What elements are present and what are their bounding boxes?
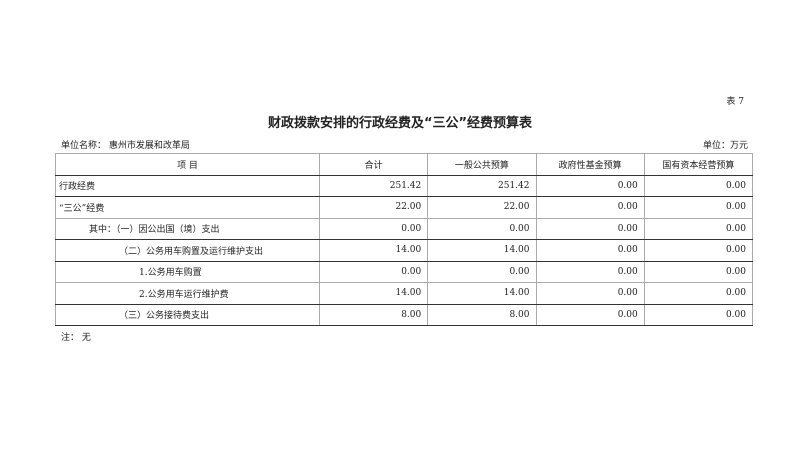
row-value: 0.00 xyxy=(643,303,754,326)
row-value: 0.00 xyxy=(643,174,754,197)
row-item: （二）公务用车购置及运行维护支出 xyxy=(55,239,320,262)
row-value: 251.42 xyxy=(318,174,429,197)
table-number: 表 7 xyxy=(726,97,744,107)
budget-table: 项 目 合计 一般公共预算 政府性基金预算 国有资本经营预算 行政经费 251.4… xyxy=(55,153,754,326)
row-item: 2.公务用车运行维护费 xyxy=(55,282,320,305)
row-value: 22.00 xyxy=(427,196,537,219)
header-capital-budget: 国有资本经营预算 xyxy=(643,153,754,176)
table-row: 其中：（一）因公出国（境）支出 0.00 0.00 0.00 0.00 xyxy=(55,217,754,240)
header-item: 项 目 xyxy=(55,153,320,176)
row-value: 0.00 xyxy=(535,196,645,219)
row-value: 0.00 xyxy=(318,260,429,283)
row-value: 0.00 xyxy=(535,174,645,197)
row-item: （三）公务接待费支出 xyxy=(55,303,320,326)
header-fund-budget: 政府性基金预算 xyxy=(535,153,645,176)
row-value: 8.00 xyxy=(427,303,537,326)
row-item: 1.公务用车购置 xyxy=(55,260,320,283)
table-row: （二）公务用车购置及运行维护支出 14.00 14.00 0.00 0.00 xyxy=(55,239,754,262)
row-value: 251.42 xyxy=(427,174,537,197)
row-value: 0.00 xyxy=(535,260,645,283)
row-value: 0.00 xyxy=(535,217,645,240)
row-value: 0.00 xyxy=(318,217,429,240)
row-item: 行政经费 xyxy=(55,174,320,197)
unit-name: 单位名称： 惠州市发展和改革局 xyxy=(61,141,190,151)
row-value: 0.00 xyxy=(427,217,537,240)
header-total: 合计 xyxy=(318,153,429,176)
row-value: 0.00 xyxy=(643,260,754,283)
row-value: 14.00 xyxy=(427,239,537,262)
row-value: 0.00 xyxy=(643,239,754,262)
row-value: 0.00 xyxy=(535,303,645,326)
page-title: 财政拨款安排的行政经费及“三公”经费预算表 xyxy=(267,116,533,131)
table-row: 行政经费 251.42 251.42 0.00 0.00 xyxy=(55,174,754,197)
row-value: 0.00 xyxy=(643,217,754,240)
table-row: （三）公务接待费支出 8.00 8.00 0.00 0.00 xyxy=(55,303,754,326)
table-row: 1.公务用车购置 0.00 0.00 0.00 0.00 xyxy=(55,260,754,283)
row-value: 14.00 xyxy=(427,282,537,305)
row-value: 0.00 xyxy=(427,260,537,283)
row-item: 其中：（一）因公出国（境）支出 xyxy=(55,217,320,240)
row-value: 0.00 xyxy=(643,282,754,305)
row-value: 14.00 xyxy=(318,282,429,305)
row-value: 14.00 xyxy=(318,239,429,262)
currency-unit: 单位：万元 xyxy=(702,141,748,151)
table-header: 项 目 合计 一般公共预算 政府性基金预算 国有资本经营预算 xyxy=(55,153,754,176)
row-value: 0.00 xyxy=(535,239,645,262)
row-value: 0.00 xyxy=(535,282,645,305)
row-value: 8.00 xyxy=(318,303,429,326)
header-general-budget: 一般公共预算 xyxy=(427,153,537,176)
table-row: 2.公务用车运行维护费 14.00 14.00 0.00 0.00 xyxy=(55,282,754,305)
row-item: “三公”经费 xyxy=(55,196,320,219)
row-value: 0.00 xyxy=(643,196,754,219)
row-value: 22.00 xyxy=(318,196,429,219)
note: 注： 无 xyxy=(61,333,91,343)
table-row: “三公”经费 22.00 22.00 0.00 0.00 xyxy=(55,196,754,219)
